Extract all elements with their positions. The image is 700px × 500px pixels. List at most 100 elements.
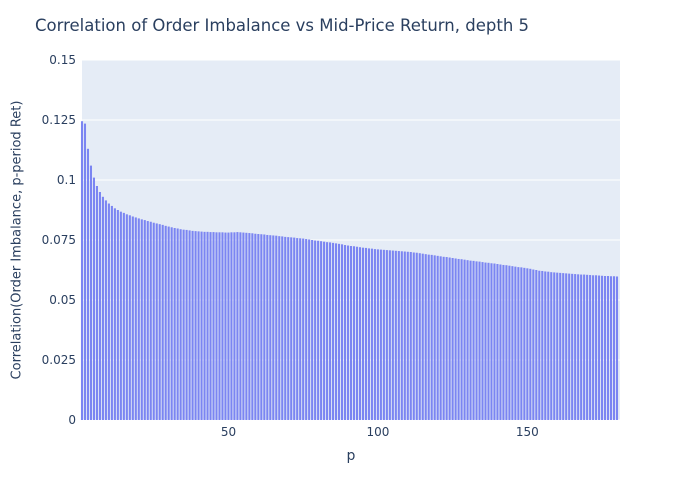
bar [218,232,221,420]
bar [580,274,583,420]
bar [592,275,595,420]
bar [311,240,314,420]
bar [406,251,409,420]
bar [565,273,568,420]
bar [236,232,239,420]
bar [275,235,278,420]
bar [427,254,430,420]
bar [523,267,526,420]
bar [302,238,305,420]
bar [541,270,544,420]
bar [346,245,350,420]
bar [131,216,134,420]
bar [478,261,481,420]
bar [481,262,484,420]
bar [559,272,562,420]
bar [110,205,113,420]
bar [409,252,412,420]
bar [233,232,236,420]
bar [424,254,427,420]
y-tick-label: 0.15 [49,53,76,67]
bar [107,203,110,420]
bar [320,241,323,420]
bar [520,267,523,420]
bar [595,275,598,420]
bar [598,275,601,420]
bar [364,247,367,420]
bar [517,267,520,420]
bar [182,229,185,420]
bar [361,247,364,420]
bar [191,230,194,420]
bar [526,268,529,420]
bar [125,214,128,420]
bar [544,271,547,420]
bar [511,266,514,420]
bar [263,234,266,420]
bar [122,212,125,420]
bar [284,236,287,420]
y-axis-title: Correlation(Order Imbalance, p-period Re… [9,100,25,380]
bar [212,232,215,420]
bar [382,249,385,420]
bar [451,258,454,420]
bar [436,255,439,420]
bar [206,231,209,420]
bar [514,266,517,420]
bar [469,260,472,420]
bar [89,165,93,420]
bar [615,276,619,420]
bar [221,232,224,420]
bar [119,211,122,420]
bar [134,217,137,420]
bar [502,264,505,420]
bar [415,252,418,420]
bar [508,265,511,420]
bar [323,241,326,420]
bar [568,273,571,420]
y-tick-label: 0.1 [57,173,76,187]
bar [373,249,376,420]
bar [335,243,338,420]
bar [418,253,421,420]
y-tick-label: 0 [68,413,76,427]
bar [95,186,98,420]
bar [281,236,284,420]
bar [499,264,502,420]
y-tick-label: 0.075 [42,233,76,247]
bar [439,256,442,420]
bar [296,238,299,420]
bar [287,237,290,420]
bar [113,208,116,420]
bar [92,177,95,420]
bar [167,226,170,420]
bar [116,210,119,420]
bar [197,231,200,420]
bar [358,247,362,420]
bar [185,229,188,420]
bar [484,262,487,420]
bar [242,232,245,420]
bar [442,256,445,420]
bar [173,228,176,420]
bar [314,240,317,420]
bar [146,221,149,420]
bar [257,234,260,420]
bar [550,272,553,420]
bar [535,270,538,420]
bar [137,218,140,420]
bar [170,227,173,420]
bar [209,232,212,420]
bar [305,239,308,420]
bar [98,192,101,420]
x-tick-label: 50 [221,425,236,439]
bar [433,255,436,420]
bar [493,263,496,420]
bar [308,239,311,420]
bar [577,274,580,420]
bar [583,274,586,420]
bar [496,264,499,420]
bar [448,257,451,420]
bar [466,260,469,420]
